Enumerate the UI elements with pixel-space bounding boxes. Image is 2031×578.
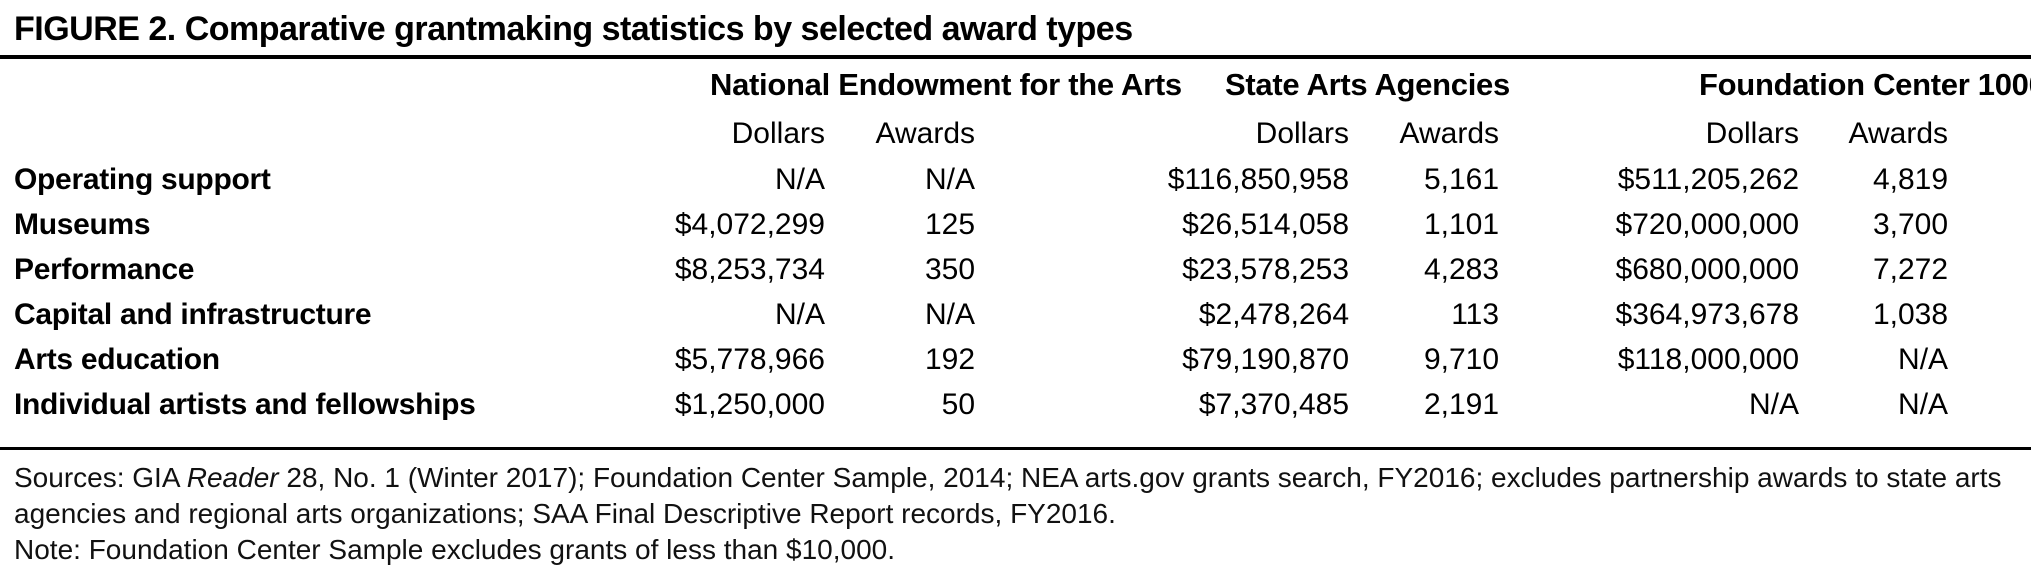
cell-nea-awards: 125: [924, 207, 976, 241]
column-group-header-row: National Endowment for the Arts State Ar…: [0, 59, 2031, 111]
cell-saa-dollars: $2,478,264: [1198, 297, 1350, 331]
cell-saa-dollars: $26,514,058: [1182, 207, 1350, 241]
note-text: Note: Foundation Center Sample excludes …: [14, 534, 895, 565]
cell-saa-awards: 113: [1451, 297, 1500, 331]
empty-corner-cell: [0, 111, 460, 157]
cell-saa-awards: 9,710: [1423, 342, 1500, 376]
cell-saa-dollars: $23,578,253: [1182, 252, 1350, 286]
cell-saa-dollars: $79,190,870: [1182, 342, 1350, 376]
figure-footer: Sources: GIA Reader 28, No. 1 (Winter 20…: [0, 450, 2031, 568]
cell-saa-dollars: $7,370,485: [1198, 387, 1350, 421]
row-label: Individual artists and fellowships: [14, 387, 476, 421]
cell-fc-awards: 1,038: [1872, 297, 1949, 331]
cell-nea-dollars: $1,250,000: [674, 387, 825, 421]
cell-fc-dollars: $720,000,000: [1615, 207, 1800, 241]
cell-saa-dollars: $116,850,958: [1167, 162, 1350, 196]
sources-prefix: Sources: GIA: [14, 462, 187, 493]
cell-saa-awards: 4,283: [1423, 252, 1500, 286]
figure-title: FIGURE 2. Comparative grantmaking statis…: [14, 10, 1133, 48]
row-label: Capital and infrastructure: [14, 297, 372, 331]
saa-awards-header: Awards: [1399, 117, 1500, 150]
cell-fc-awards: 4,819: [1872, 162, 1949, 196]
cell-nea-awards: 350: [924, 252, 976, 286]
table-row: Capital and infrastructure N/A N/A $2,47…: [0, 292, 1948, 337]
cell-nea-dollars: $8,253,734: [674, 252, 825, 286]
sources-rest: 28, No. 1 (Winter 2017); Foundation Cent…: [14, 462, 2002, 529]
column-group-fc: Foundation Center 1000: [1699, 67, 2031, 102]
table-row: Performance $8,253,734 350 $23,578,253 4…: [0, 247, 1948, 292]
nea-awards-header: Awards: [875, 117, 976, 150]
cell-nea-dollars: N/A: [774, 162, 825, 196]
cell-fc-dollars: $511,205,262: [1617, 162, 1800, 196]
row-label: Performance: [14, 252, 195, 286]
cell-nea-awards: 192: [924, 342, 976, 376]
cell-fc-awards: 7,272: [1872, 252, 1949, 286]
sources-text: Sources: GIA Reader 28, No. 1 (Winter 20…: [14, 460, 2017, 532]
cell-nea-awards: N/A: [925, 162, 976, 196]
cell-saa-awards: 2,191: [1423, 387, 1500, 421]
cell-fc-awards: 3,700: [1872, 207, 1949, 241]
cell-fc-awards: N/A: [1898, 387, 1949, 421]
cell-nea-dollars: $5,778,966: [674, 342, 825, 376]
subheader-row: Dollars Awards Dollars Awards Dollars Aw…: [0, 111, 1948, 157]
empty-corner-cell: [0, 59, 460, 111]
fc-awards-header: Awards: [1848, 117, 1949, 150]
cell-fc-dollars: $118,000,000: [1617, 342, 1800, 376]
cell-nea-dollars: $4,072,299: [674, 207, 825, 241]
row-label: Arts education: [14, 342, 220, 376]
cell-nea-awards: 50: [941, 387, 976, 421]
table-row: Operating support N/A N/A $116,850,958 5…: [0, 157, 1948, 202]
cell-fc-dollars: $680,000,000: [1615, 252, 1800, 286]
title-rule: [0, 55, 2031, 59]
sources-journal-name: Reader: [186, 462, 279, 493]
row-label: Operating support: [14, 162, 271, 196]
table-row: Museums $4,072,299 125 $26,514,058 1,101…: [0, 202, 1948, 247]
cell-saa-awards: 5,161: [1423, 162, 1500, 196]
saa-dollars-header: Dollars: [1255, 117, 1350, 150]
cell-fc-dollars: $364,973,678: [1615, 297, 1800, 331]
cell-fc-dollars: N/A: [1749, 387, 1800, 421]
cell-fc-awards: N/A: [1898, 342, 1949, 376]
cell-saa-awards: 1,101: [1423, 207, 1500, 241]
cell-nea-awards: N/A: [925, 297, 976, 331]
column-group-saa: State Arts Agencies: [1225, 67, 1510, 102]
column-group-nea: National Endowment for the Arts: [710, 67, 1182, 102]
cell-nea-dollars: N/A: [774, 297, 825, 331]
table-row: Individual artists and fellowships $1,25…: [0, 382, 1948, 427]
row-label: Museums: [14, 207, 151, 241]
nea-dollars-header: Dollars: [731, 117, 825, 150]
footer-rule: [0, 447, 2031, 450]
grantmaking-stats-table: National Endowment for the Arts State Ar…: [0, 59, 2031, 427]
fc-dollars-header: Dollars: [1705, 117, 1800, 150]
table-row: Arts education $5,778,966 192 $79,190,87…: [0, 337, 1948, 382]
spacer: [0, 427, 2031, 447]
